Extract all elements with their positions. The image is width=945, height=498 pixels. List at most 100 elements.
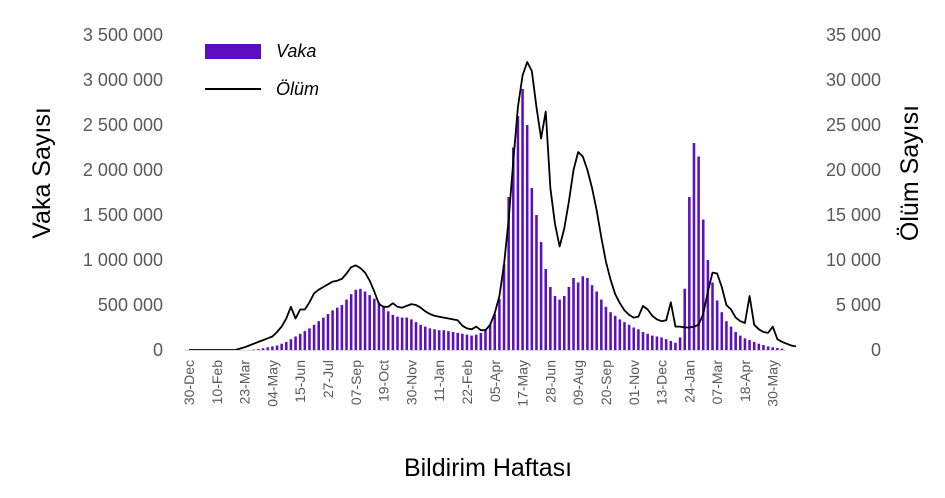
vaka-bar — [525, 125, 529, 350]
vaka-bar — [493, 314, 497, 350]
vaka-bar — [498, 298, 501, 350]
vaka-bar — [359, 288, 362, 350]
vaka-bar — [701, 219, 705, 350]
vaka-bar — [692, 143, 696, 350]
vaka-bar — [437, 330, 441, 350]
vaka-bar — [595, 291, 598, 350]
x-tick: 07-Mar — [709, 360, 725, 405]
x-tick: 17-May — [515, 360, 531, 407]
vaka-bar — [725, 321, 728, 350]
x-tick: 18-Apr — [737, 360, 753, 402]
y-tick-left: 3 500 000 — [83, 25, 163, 45]
vaka-bar — [553, 296, 557, 350]
vaka-bar — [507, 197, 510, 350]
vaka-bar — [303, 331, 307, 350]
vaka-bar — [757, 343, 761, 350]
vaka-bar — [308, 328, 311, 350]
y-tick-right: 25 000 — [826, 115, 881, 135]
x-tick: 30-Nov — [403, 360, 419, 405]
vaka-bar — [688, 197, 691, 350]
x-tick: 27-Jul — [320, 360, 336, 398]
vaka-bar — [331, 310, 334, 350]
vaka-bar — [442, 330, 446, 350]
vaka-bar — [604, 306, 608, 350]
vaka-bar — [576, 282, 580, 350]
y-tick-right: 35 000 — [826, 25, 881, 45]
x-tick: 23-Mar — [237, 360, 253, 405]
y-tick-left: 0 — [153, 340, 163, 360]
vaka-bar — [660, 337, 663, 350]
x-tick: 30-May — [765, 360, 781, 407]
vaka-bar — [456, 332, 459, 350]
olum-line — [189, 61, 797, 351]
vaka-bar — [419, 324, 422, 350]
y-tick-right: 5 000 — [836, 295, 881, 315]
vaka-bar — [294, 336, 297, 350]
vaka-bar — [349, 294, 353, 350]
vaka-bar — [646, 333, 649, 350]
vaka-bar — [521, 89, 524, 350]
x-tick: 24-Jan — [681, 360, 697, 403]
vaka-bar — [340, 305, 344, 350]
vaka-bar — [558, 299, 561, 350]
vaka-bar — [567, 287, 571, 350]
vaka-bar — [396, 316, 399, 350]
vaka-bar — [345, 299, 348, 350]
vaka-bar — [539, 242, 543, 350]
x-tick: 22-Feb — [459, 360, 475, 405]
vaka-bar — [739, 335, 742, 350]
vaka-bar — [382, 306, 385, 350]
x-tick: 07-Sep — [348, 360, 364, 405]
y-tick-right: 30 000 — [826, 70, 881, 90]
vaka-bar — [720, 312, 724, 350]
vaka-bar — [674, 342, 677, 350]
y-tick-left: 500 000 — [98, 295, 163, 315]
x-tick: 09-Aug — [570, 360, 586, 405]
vaka-bar — [271, 346, 274, 350]
vaka-bar — [752, 341, 756, 350]
vaka-bar — [447, 331, 450, 350]
vaka-bar — [465, 334, 469, 350]
x-tick: 04-May — [264, 360, 280, 407]
vaka-bar — [354, 289, 358, 350]
vaka-bar — [461, 333, 464, 350]
vaka-bar — [734, 332, 737, 350]
vaka-bar — [298, 333, 302, 350]
x-tick: 15-Jun — [292, 360, 308, 403]
vaka-bar — [488, 324, 492, 350]
vaka-bar — [590, 285, 594, 350]
x-axis-title: Bildirim Haftası — [404, 454, 572, 482]
vaka-bar — [743, 338, 747, 350]
olum-line-layer — [189, 61, 797, 351]
vaka-bar — [451, 332, 455, 350]
vaka-bar — [289, 339, 293, 350]
vaka-bar — [502, 264, 506, 350]
right-y-axis: 0 5 000 10 000 15 000 20 000 25 000 30 000 35 0… — [826, 25, 881, 360]
legend-label-olum: Ölüm — [276, 79, 319, 99]
vaka-bar — [669, 341, 673, 350]
vaka-bar — [428, 328, 432, 350]
vaka-bar — [651, 335, 654, 350]
y-tick-left: 1 000 000 — [83, 250, 163, 270]
vaka-bar — [627, 324, 631, 350]
vaka-bar — [266, 347, 270, 350]
vaka-bar — [544, 269, 547, 350]
vaka-bar — [363, 291, 367, 350]
vaka-bar — [470, 335, 473, 350]
legend-swatch-vaka — [205, 44, 261, 59]
vaka-bar — [572, 278, 575, 350]
vaka-bar — [312, 324, 316, 350]
vaka-bar — [762, 345, 765, 350]
x-tick: 10-Feb — [209, 360, 225, 405]
vaka-bar — [706, 260, 710, 350]
vaka-bar — [632, 327, 636, 350]
vaka-bar — [711, 282, 714, 350]
vaka-bar — [715, 300, 719, 350]
vaka-bar — [623, 322, 626, 350]
vaka-bar — [275, 345, 279, 350]
vaka-bar — [285, 341, 288, 350]
vaka-bar — [322, 317, 325, 350]
y-tick-right: 15 000 — [826, 205, 881, 225]
vaka-bar — [474, 334, 478, 350]
vaka-bar — [257, 349, 260, 350]
